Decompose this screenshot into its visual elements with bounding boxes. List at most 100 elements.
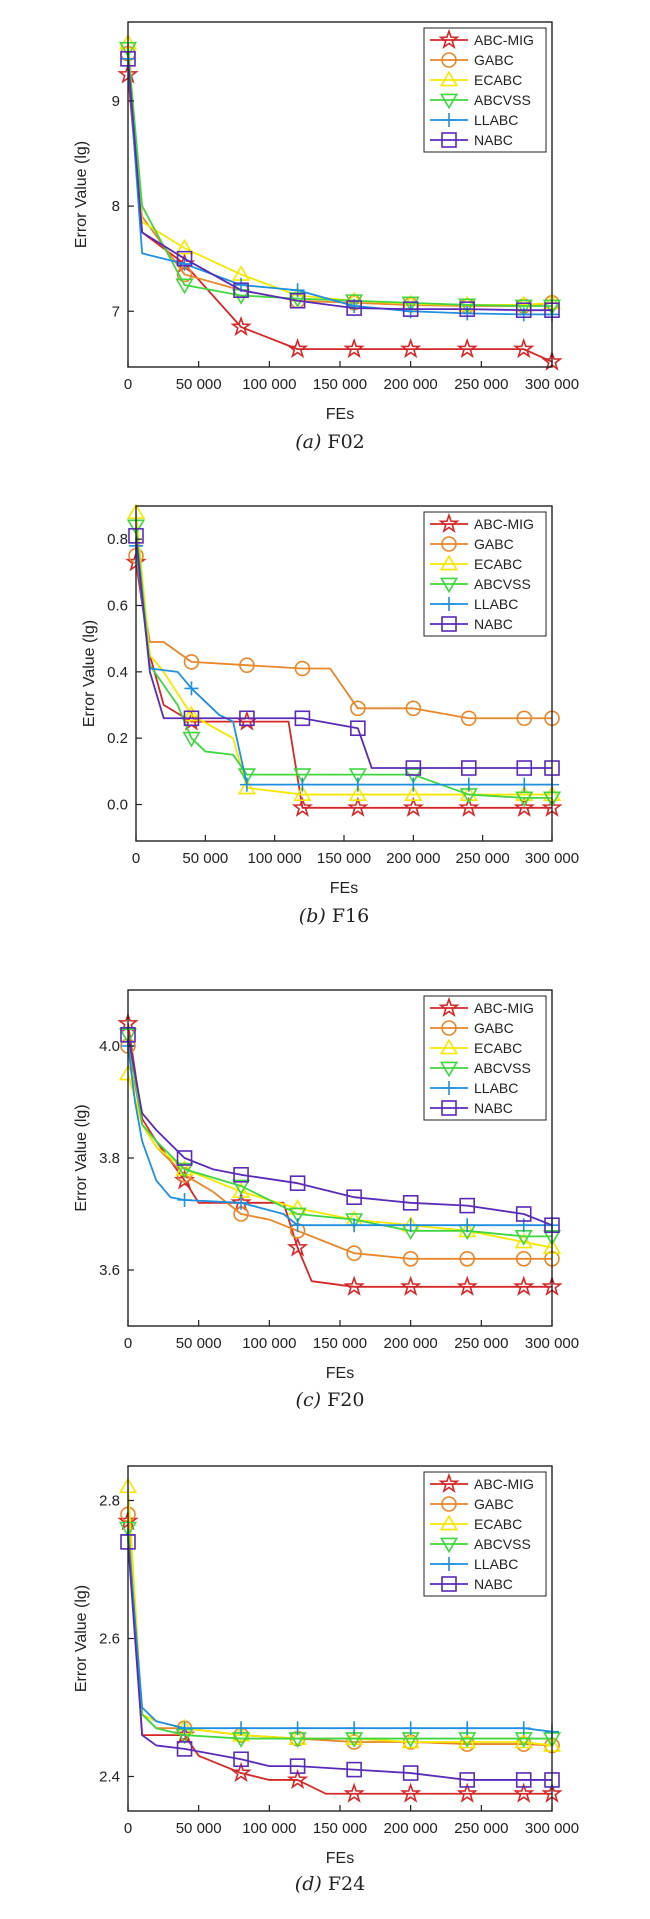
legend-box: [423, 27, 547, 153]
y-tick-label: 7: [112, 303, 120, 320]
panel-caption: (c) F20: [296, 1389, 365, 1411]
x-tick-label: 150 000: [313, 1335, 367, 1352]
legend-item: LLABC: [430, 1080, 518, 1096]
data-point: [239, 777, 254, 792]
data-point: [513, 337, 535, 359]
data-point: [237, 768, 257, 784]
data-point: [458, 1221, 477, 1238]
y-tick-label: 0.6: [107, 598, 128, 615]
y-tick-label: 2.6: [99, 1631, 120, 1648]
data-point: [350, 777, 365, 792]
series-nabc: [128, 1034, 552, 1227]
x-tick-label: 50 000: [182, 850, 228, 867]
legend-item: NABC: [430, 132, 513, 148]
legend-label: NABC: [474, 1100, 513, 1116]
legend-item: ABC-MIG: [430, 28, 534, 50]
legend-label: ABC-MIG: [474, 32, 534, 48]
data-point: [239, 710, 255, 727]
data-point: [345, 1729, 364, 1745]
legend-marker: [439, 1038, 459, 1055]
series-nabc: [128, 58, 552, 312]
x-tick-label: 250 000: [456, 850, 510, 867]
legend-item: LLABC: [430, 596, 518, 612]
legend-marker: [438, 28, 460, 50]
series-markers-nabc: [128, 528, 560, 776]
legend-marker: [439, 93, 459, 110]
data-point: [288, 1729, 307, 1745]
data-point: [294, 710, 311, 727]
legend-item: ECABC: [430, 554, 522, 572]
legend-item: ABCVSS: [430, 92, 531, 110]
legend-marker: [441, 1576, 457, 1592]
series-line: [128, 1528, 552, 1740]
data-point: [176, 250, 193, 267]
data-point: [182, 731, 201, 748]
legend-marker: [438, 512, 460, 534]
data-point: [459, 1772, 476, 1788]
x-tick-label: 250 000: [454, 1820, 508, 1837]
legend-marker: [438, 996, 460, 1018]
series-abcvss: [136, 525, 552, 799]
data-point: [182, 705, 201, 722]
legend-label: ECABC: [474, 72, 522, 88]
data-point: [402, 1765, 419, 1781]
data-point: [346, 300, 362, 316]
series-markers-nabc: [120, 1534, 560, 1788]
data-point: [456, 337, 478, 359]
data-point: [347, 796, 369, 817]
y-tick-label: 9: [112, 93, 120, 110]
caption-name: F20: [327, 1389, 364, 1411]
legend-item: NABC: [430, 616, 513, 632]
series-nabc: [136, 535, 552, 769]
data-point: [400, 337, 422, 359]
data-point: [515, 1206, 532, 1222]
x-tick-label: 250 000: [454, 376, 508, 393]
legend-marker: [439, 577, 459, 594]
data-point: [515, 1251, 532, 1267]
legend-marker: [439, 1061, 459, 1078]
x-tick-label: 200 000: [386, 850, 440, 867]
data-point: [460, 1218, 475, 1233]
series-markers-ecabc: [126, 503, 562, 801]
data-point: [184, 681, 199, 696]
y-axis-label: Error Value (lg): [73, 1104, 90, 1211]
legend-label: ABCVSS: [474, 576, 531, 592]
series-abc-mig: [128, 74, 552, 363]
series-line: [136, 535, 552, 769]
y-tick-label: 3.6: [99, 1262, 120, 1279]
data-point: [350, 720, 366, 737]
data-point: [514, 299, 533, 316]
legend-marker: [438, 1472, 460, 1494]
legend-marker: [441, 132, 457, 148]
data-point: [347, 1218, 362, 1233]
x-tick-label: 0: [124, 376, 132, 393]
legend-label: LLABC: [474, 596, 518, 612]
x-tick-label: 300 000: [525, 1335, 579, 1352]
data-point: [516, 1721, 531, 1736]
x-tick-label: 100 000: [248, 850, 302, 867]
legend-item: GABC: [430, 536, 514, 552]
legend-marker: [439, 1537, 459, 1554]
x-tick-label: 200 000: [384, 1335, 438, 1352]
series-line: [128, 1023, 552, 1288]
legend-item: ECABC: [430, 1038, 522, 1056]
y-axis-label: Error Value (lg): [73, 1585, 90, 1692]
data-point: [237, 778, 257, 795]
y-tick-label: 0.4: [107, 664, 128, 681]
series-gabc: [136, 555, 552, 720]
data-point: [517, 777, 532, 792]
data-point: [459, 301, 476, 317]
data-point: [234, 1195, 249, 1210]
data-point: [405, 760, 422, 776]
data-point: [294, 660, 311, 677]
caption-name: F16: [332, 905, 369, 927]
data-point: [230, 1761, 252, 1783]
data-point: [343, 1782, 365, 1803]
data-point: [513, 796, 535, 817]
legend-label: ABC-MIG: [474, 1000, 534, 1016]
x-tick-label: 50 000: [176, 1820, 222, 1837]
x-tick-label: 250 000: [454, 1335, 508, 1352]
x-axis-label: FEs: [326, 406, 354, 423]
legend-box: [423, 995, 547, 1121]
